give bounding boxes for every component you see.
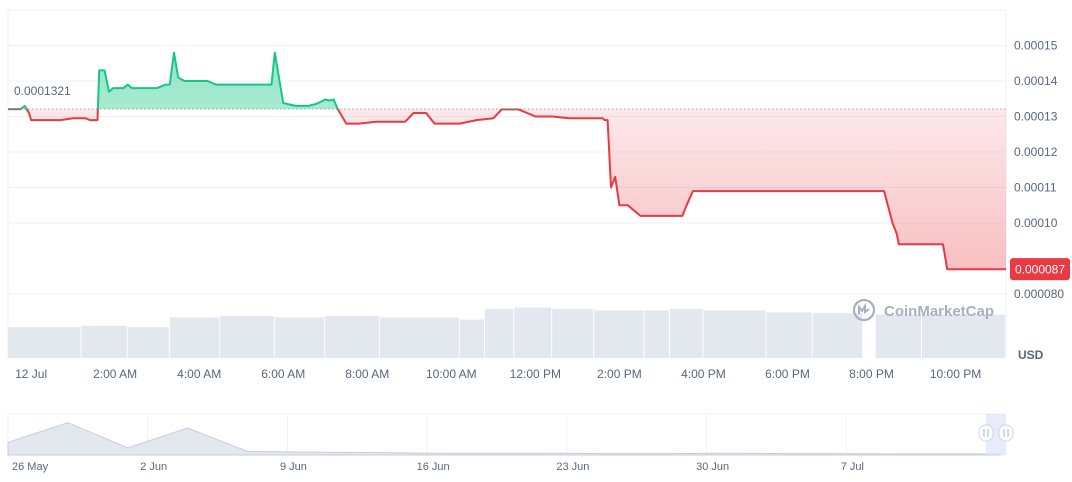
price-line-down xyxy=(8,109,1006,271)
volume-bar xyxy=(703,310,766,358)
navigator-area xyxy=(7,422,1001,456)
navigator-tick-label: 30 Jun xyxy=(696,461,729,473)
navigator-tick-label: 9 Jun xyxy=(280,461,307,473)
price-line-up xyxy=(8,51,521,110)
current-price-badge: 0.000087 xyxy=(1010,258,1070,281)
volume-bar xyxy=(127,327,169,358)
volume-bar xyxy=(644,310,669,358)
x-tick-label: 12 Jul xyxy=(15,367,47,381)
volume-bar xyxy=(594,310,644,358)
y-tick-label: 0.00010 xyxy=(1014,216,1058,230)
y-tick-label: 0.00014 xyxy=(1014,74,1058,88)
volume-bar xyxy=(459,319,484,358)
current-price-label: 0.000087 xyxy=(1015,263,1065,277)
volume-bar xyxy=(514,307,552,358)
x-tick-label: 4:00 PM xyxy=(681,367,726,381)
x-tick-label: 6:00 AM xyxy=(261,367,305,381)
volume-bar xyxy=(552,309,594,358)
x-tick-label: 2:00 AM xyxy=(93,367,137,381)
volume-bar xyxy=(921,314,1005,358)
volume-bar xyxy=(325,316,379,358)
volume-bar xyxy=(169,317,220,358)
volume-bar xyxy=(274,317,325,358)
x-tick-label: 10:00 PM xyxy=(930,367,981,381)
navigator-tick-label: 26 May xyxy=(12,461,49,473)
y-tick-label: 0.00013 xyxy=(1014,110,1058,124)
x-tick-label: 6:00 PM xyxy=(765,367,810,381)
volume-bar xyxy=(669,309,703,358)
y-tick-label: 0.00012 xyxy=(1014,145,1058,159)
y-tick-label: 0.000080 xyxy=(1014,287,1064,301)
baseline-label: 0.0001321 xyxy=(14,84,71,98)
x-tick-label: 12:00 PM xyxy=(510,367,561,381)
volume-bar xyxy=(812,313,863,358)
volume-bar xyxy=(81,325,127,358)
x-tick-label: 2:00 PM xyxy=(597,367,642,381)
navigator-selection[interactable] xyxy=(986,414,1006,455)
navigator-tick-label: 16 Jun xyxy=(417,461,450,473)
area-fill-above-baseline xyxy=(8,52,1006,110)
x-tick-label: 10:00 AM xyxy=(426,367,477,381)
x-tick-label: 4:00 AM xyxy=(177,367,221,381)
x-tick-label: 8:00 AM xyxy=(345,367,389,381)
y-tick-label: 0.00011 xyxy=(1014,181,1057,195)
volume-bar xyxy=(8,327,81,358)
navigator-tick-label: 7 Jul xyxy=(841,461,864,473)
navigator-handle[interactable] xyxy=(978,424,994,442)
volume-bar xyxy=(875,314,921,358)
volume-bars xyxy=(8,307,1005,358)
navigator-tick-label: 2 Jun xyxy=(140,461,167,473)
current-price-badge-bg xyxy=(1010,258,1070,281)
range-navigator[interactable]: 26 May 2 Jun 9 Jun 16 Jun 23 Jun 30 Jun 7 Jul xyxy=(7,413,1014,473)
volume-bar xyxy=(220,316,274,358)
volume-bar xyxy=(484,309,514,358)
volume-bar xyxy=(766,312,812,358)
area-fill-below-baseline xyxy=(8,109,1006,270)
y-tick-label: 0.00015 xyxy=(1014,39,1058,53)
navigator-handle[interactable] xyxy=(998,424,1014,442)
volume-bar xyxy=(379,317,459,358)
watermark-text: CoinMarketCap xyxy=(884,303,994,320)
coinmarketcap-logo-icon xyxy=(852,298,876,322)
x-tick-label: 8:00 PM xyxy=(849,367,894,381)
navigator-tick-label: 23 Jun xyxy=(556,461,589,473)
currency-label: USD xyxy=(1018,348,1044,362)
